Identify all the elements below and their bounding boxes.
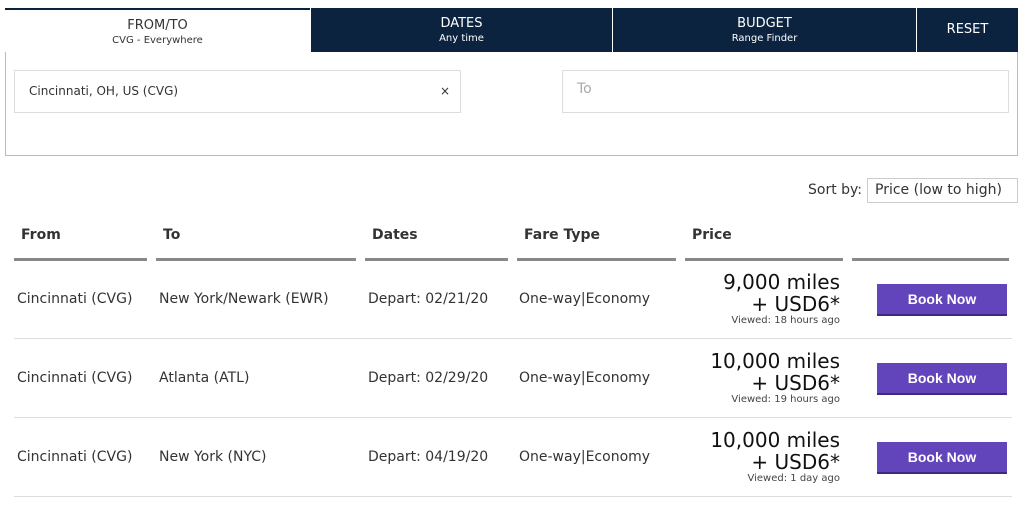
header-dates[interactable]: Dates <box>365 227 508 261</box>
to-cell: New York (NYC) <box>159 449 267 465</box>
from-cell: Cincinnati (CVG) <box>17 370 133 386</box>
header-to[interactable]: To <box>156 227 356 261</box>
book-now-button[interactable]: Book Now <box>877 284 1007 316</box>
to-input[interactable]: To <box>562 70 1009 113</box>
reset-label: RESET <box>946 22 989 37</box>
from-input[interactable]: Cincinnati, OH, US (CVG) × <box>14 70 461 113</box>
price-usd: + USD6* <box>751 371 840 395</box>
fare-type-cell: One-way|Economy <box>519 291 651 307</box>
fare-type-cell: One-way|Economy <box>519 449 651 465</box>
tab-subtitle: Range Finder <box>731 33 798 44</box>
price-cell: 9,000 miles + USD6* Viewed: 18 hours ago <box>685 271 840 327</box>
from-cell: Cincinnati (CVG) <box>17 449 133 465</box>
tab-subtitle: Any time <box>439 33 484 44</box>
to-cell: New York/Newark (EWR) <box>159 291 329 307</box>
price-miles: 10,000 miles <box>710 428 840 452</box>
price-cell: 10,000 miles + USD6* Viewed: 19 hours ag… <box>685 350 840 406</box>
row-divider <box>14 417 1012 418</box>
dates-cell: Depart: 04/19/20 <box>368 449 489 465</box>
tab-subtitle: CVG - Everywhere <box>112 35 203 46</box>
sort-label: Sort by: <box>808 182 863 198</box>
from-value: Cincinnati, OH, US (CVG) <box>29 84 179 98</box>
to-placeholder: To <box>577 81 592 97</box>
tab-title: FROM/TO <box>127 18 188 33</box>
dates-cell: Depart: 02/21/20 <box>368 291 489 307</box>
price-miles: 9,000 miles <box>723 270 840 294</box>
search-panel <box>5 8 1018 156</box>
reset-button[interactable]: RESET <box>916 8 1018 52</box>
tab-title: BUDGET <box>737 16 792 31</box>
tab-budget[interactable]: BUDGET Range Finder <box>612 8 916 52</box>
fare-type-cell: One-way|Economy <box>519 370 651 386</box>
row-divider <box>14 496 1012 497</box>
price-miles: 10,000 miles <box>710 349 840 373</box>
viewed-time: Viewed: 19 hours ago <box>731 394 840 405</box>
header-fare-type[interactable]: Fare Type <box>517 227 676 261</box>
tab-from-to[interactable]: FROM/TO CVG - Everywhere <box>5 8 310 52</box>
book-now-button[interactable]: Book Now <box>877 363 1007 395</box>
from-cell: Cincinnati (CVG) <box>17 291 133 307</box>
sort-select[interactable]: Price (low to high) <box>867 178 1018 203</box>
viewed-time: Viewed: 18 hours ago <box>731 315 840 326</box>
price-cell: 10,000 miles + USD6* Viewed: 1 day ago <box>685 429 840 485</box>
header-from[interactable]: From <box>14 227 147 261</box>
row-divider <box>14 338 1012 339</box>
dates-cell: Depart: 02/29/20 <box>368 370 489 386</box>
to-cell: Atlanta (ATL) <box>159 370 250 386</box>
tab-title: DATES <box>440 16 483 31</box>
header-price[interactable]: Price <box>685 227 843 261</box>
price-usd: + USD6* <box>751 450 840 474</box>
header-action <box>852 227 1009 261</box>
tab-dates[interactable]: DATES Any time <box>310 8 612 52</box>
viewed-time: Viewed: 1 day ago <box>747 473 841 484</box>
price-usd: + USD6* <box>751 292 840 316</box>
clear-icon[interactable]: × <box>439 84 450 98</box>
book-now-button[interactable]: Book Now <box>877 442 1007 474</box>
